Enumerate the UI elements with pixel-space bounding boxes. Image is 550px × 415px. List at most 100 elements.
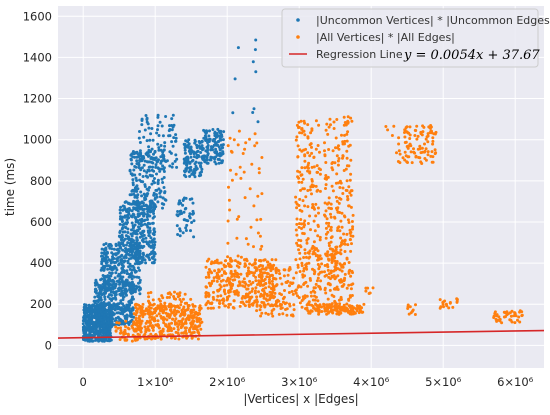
- data-point-all: [317, 167, 321, 171]
- data-point-uncommon: [181, 231, 185, 235]
- data-point-uncommon: [140, 119, 144, 122]
- data-point-uncommon: [91, 303, 95, 307]
- data-point-uncommon: [186, 145, 190, 149]
- data-point-all: [302, 269, 306, 273]
- data-point-all: [140, 308, 144, 312]
- data-point-uncommon: [103, 289, 107, 292]
- data-point-all: [271, 314, 275, 318]
- data-point-all: [237, 215, 241, 219]
- data-point-all: [163, 317, 167, 321]
- data-point-all: [309, 142, 313, 146]
- data-point-uncommon: [216, 153, 220, 157]
- data-point-all: [403, 150, 407, 154]
- data-point-uncommon: [193, 140, 197, 143]
- data-point-uncommon: [99, 285, 103, 289]
- data-point-all: [317, 312, 321, 316]
- data-point-all: [414, 155, 418, 159]
- data-point-all: [343, 272, 347, 276]
- data-point-uncommon: [129, 264, 133, 268]
- data-point-all: [508, 311, 512, 315]
- data-point-uncommon: [216, 127, 220, 131]
- data-point-all: [259, 270, 263, 274]
- data-point-uncommon: [94, 289, 98, 293]
- data-point-uncommon: [184, 226, 188, 230]
- data-point-uncommon: [183, 169, 186, 173]
- data-point-all: [509, 314, 513, 318]
- data-point-all: [442, 305, 445, 309]
- data-point-uncommon: [125, 243, 128, 247]
- data-point-all: [340, 241, 344, 245]
- data-point-uncommon: [200, 170, 203, 174]
- data-point-uncommon: [171, 125, 175, 129]
- data-point-all: [191, 304, 195, 308]
- data-point-all: [327, 148, 331, 151]
- data-point-uncommon: [139, 222, 143, 226]
- data-point-uncommon: [119, 287, 123, 291]
- data-point-uncommon: [98, 329, 102, 333]
- data-point-uncommon: [211, 128, 215, 131]
- data-point-uncommon: [149, 199, 153, 203]
- data-point-all: [310, 151, 314, 155]
- data-point-all: [404, 154, 408, 158]
- data-point-all: [303, 281, 306, 285]
- data-point-all: [311, 252, 315, 256]
- data-point-all: [253, 271, 256, 275]
- data-point-all: [320, 262, 324, 266]
- data-point-all: [266, 302, 270, 306]
- data-point-all: [298, 270, 302, 273]
- data-point-uncommon: [178, 199, 182, 203]
- data-point-all: [154, 333, 158, 336]
- data-point-all: [250, 289, 254, 293]
- data-point-uncommon: [135, 238, 139, 242]
- data-point-uncommon: [87, 316, 91, 320]
- data-point-uncommon: [107, 321, 110, 325]
- data-point-uncommon: [152, 240, 156, 244]
- data-point-all: [314, 308, 318, 311]
- data-point-uncommon: [149, 203, 153, 207]
- data-point-uncommon: [164, 115, 168, 118]
- data-point-all: [324, 161, 328, 164]
- data-point-uncommon: [136, 229, 140, 233]
- data-point-all: [314, 202, 318, 206]
- data-point-all: [290, 290, 294, 293]
- data-point-uncommon: [121, 322, 125, 326]
- data-point-uncommon: [100, 254, 103, 258]
- data-point-uncommon: [133, 195, 137, 199]
- data-point-uncommon: [142, 230, 145, 234]
- data-point-all: [296, 294, 299, 298]
- data-point-all: [327, 196, 331, 200]
- data-point-all: [177, 306, 181, 310]
- data-point-uncommon: [147, 154, 151, 158]
- data-point-all: [323, 177, 327, 181]
- data-point-all: [259, 259, 263, 263]
- data-point-uncommon: [124, 287, 127, 291]
- data-point-all: [119, 326, 122, 330]
- data-point-uncommon: [163, 141, 167, 145]
- data-point-all: [268, 266, 272, 270]
- data-point-uncommon: [214, 147, 218, 151]
- data-point-all: [272, 285, 276, 289]
- data-point-all: [520, 314, 524, 318]
- data-point-all: [303, 153, 307, 157]
- data-point-all: [247, 300, 251, 304]
- data-point-all: [350, 294, 354, 297]
- data-point-all: [428, 131, 432, 135]
- data-point-uncommon: [84, 338, 88, 342]
- data-point-all: [238, 165, 242, 169]
- data-point-all: [247, 284, 250, 287]
- data-point-all: [187, 328, 191, 332]
- data-point-all: [342, 115, 346, 119]
- data-point-all: [180, 331, 184, 335]
- data-point-all: [214, 260, 218, 264]
- data-point-all: [318, 265, 322, 269]
- data-point-uncommon: [194, 164, 198, 168]
- x-tick-labels: 0 1×10⁶ 2×10⁶ 3×10⁶ 4×10⁶ 5×10⁶ 6×10⁶: [80, 375, 534, 389]
- data-point-uncommon: [191, 201, 195, 205]
- data-point-all: [123, 337, 127, 341]
- data-point-uncommon: [140, 238, 144, 242]
- data-point-all: [496, 318, 500, 322]
- data-point-uncommon: [116, 251, 120, 255]
- data-point-uncommon: [142, 233, 146, 237]
- data-point-all: [305, 294, 309, 298]
- data-point-all: [325, 303, 329, 307]
